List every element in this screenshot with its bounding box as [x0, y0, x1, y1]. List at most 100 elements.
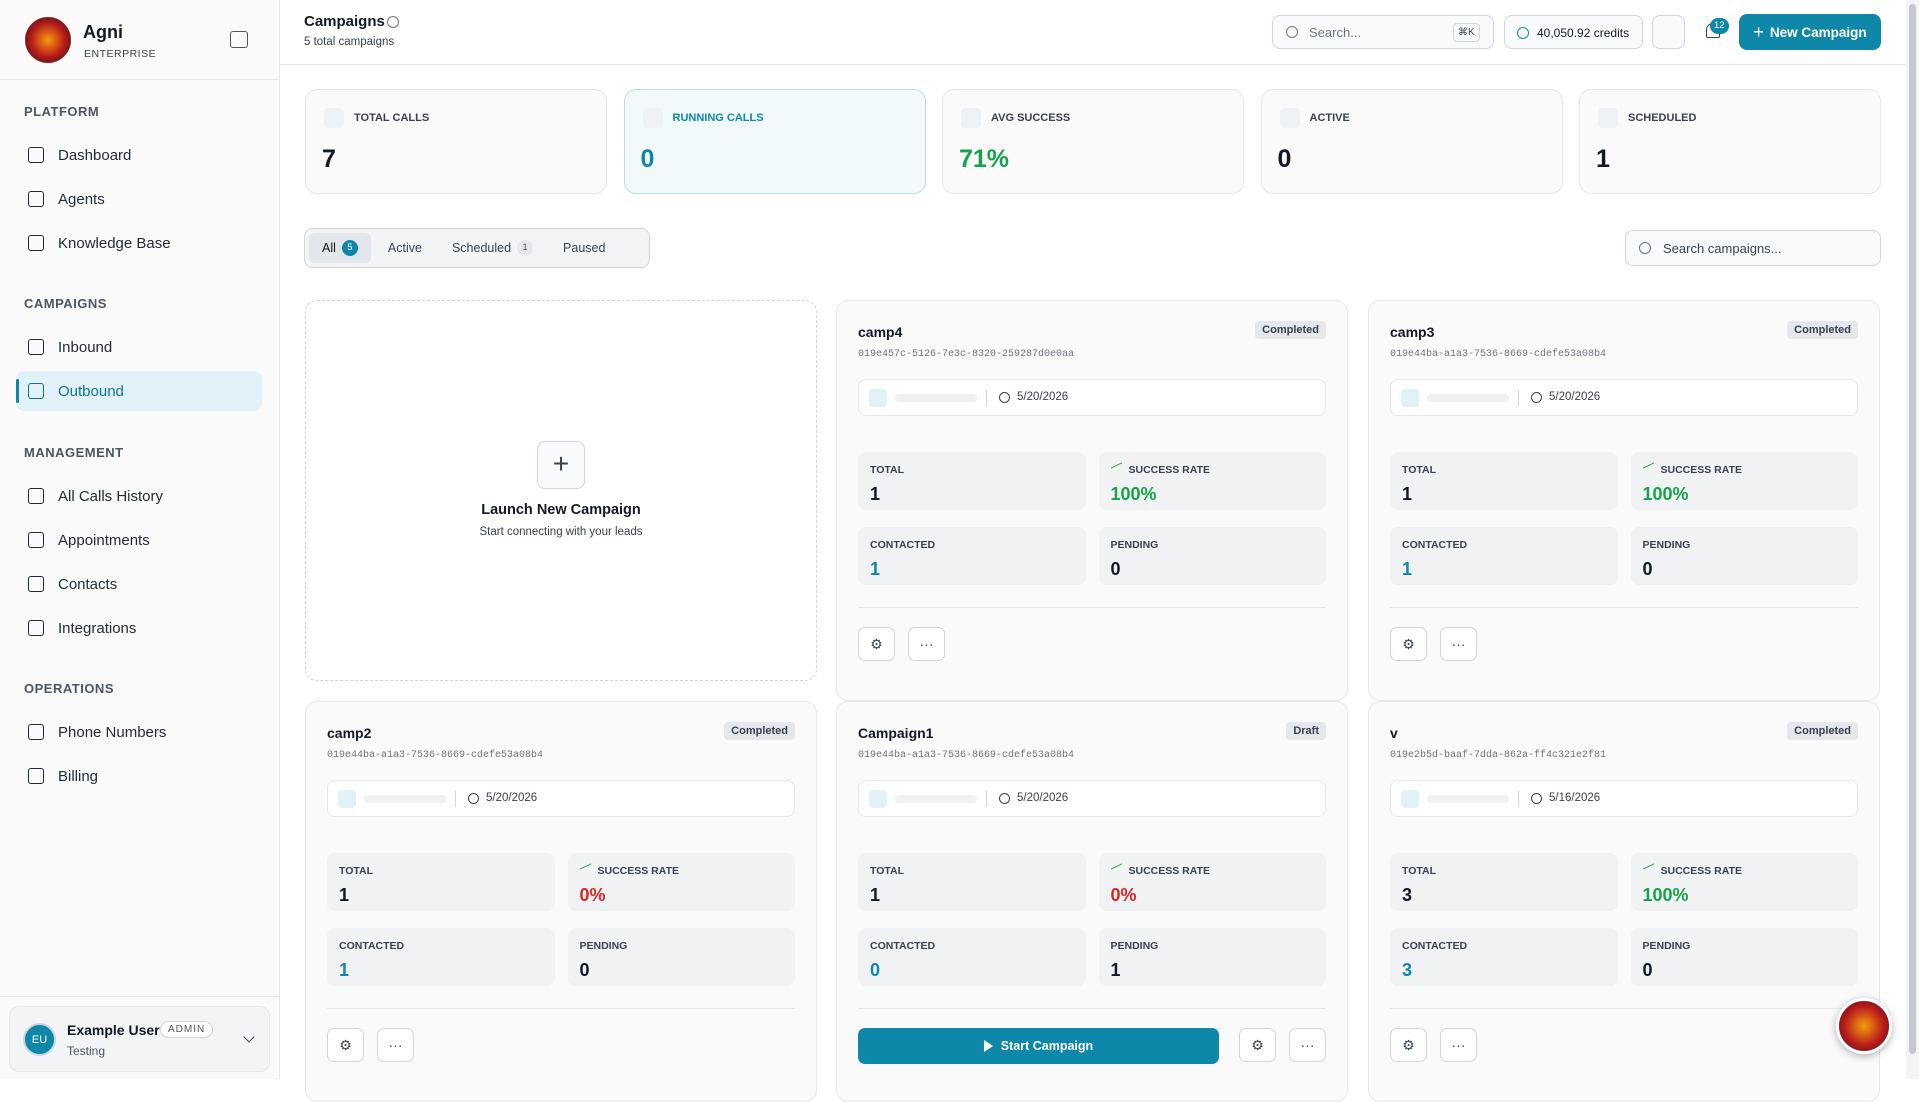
- more-button[interactable]: ···: [377, 1028, 414, 1062]
- credits[interactable]: 40,050.92 credits: [1504, 15, 1643, 49]
- metric-value: 0: [1642, 960, 1653, 980]
- tab[interactable]: Paused: [550, 233, 618, 263]
- nav-item[interactable]: All Calls History: [16, 476, 262, 516]
- start-campaign-button[interactable]: Start Campaign: [858, 1028, 1219, 1064]
- notification-count: 12: [1710, 18, 1729, 34]
- nav-label: All Calls History: [58, 487, 164, 505]
- collapse-button[interactable]: [230, 31, 248, 48]
- sidebar: Agni ENTERPRISE PLATFORM Dashboard Agents Kno…: [0, 0, 280, 1079]
- nav-item[interactable]: Dashboard: [16, 135, 262, 175]
- metric: PENDING 0: [1630, 527, 1858, 585]
- metric: SUCCESS RATE 0%: [1098, 853, 1326, 911]
- info-icon: [387, 16, 399, 28]
- metric-value: 1: [339, 885, 350, 905]
- metric-label: PENDING: [1110, 940, 1159, 952]
- actions: ⚙ ···: [1390, 627, 1858, 661]
- divider: [1390, 1008, 1858, 1009]
- stat-card: SCHEDULED 1: [1579, 89, 1881, 194]
- campaign-name: v: [1390, 725, 1398, 741]
- campaign-card: camp2 Completed 019e44ba-a1a3-7536-8669-cd…: [305, 701, 817, 1102]
- tab[interactable]: Active: [375, 233, 435, 263]
- brand-plan: ENTERPRISE: [84, 48, 157, 60]
- metric: TOTAL 1: [858, 452, 1086, 510]
- metric-label: TOTAL: [1402, 865, 1437, 877]
- phone-number-redacted: [895, 394, 977, 402]
- nav-label: Agents: [58, 190, 105, 208]
- separator: [986, 791, 987, 807]
- nav-label: Contacts: [58, 575, 118, 593]
- more-button[interactable]: ···: [1289, 1028, 1326, 1062]
- more-button[interactable]: ···: [908, 627, 945, 661]
- metric-label: SUCCESS RATE: [1660, 865, 1742, 877]
- metric: SUCCESS RATE 100%: [1630, 853, 1858, 911]
- metric-value: 1: [1402, 559, 1413, 579]
- stat-value: 71%: [959, 145, 1010, 173]
- campaign-search[interactable]: Search campaigns...: [1625, 230, 1881, 266]
- user-box[interactable]: EU Example User ADMIN Testing: [9, 1006, 270, 1072]
- nav-item[interactable]: Inbound: [16, 327, 262, 367]
- settings-button[interactable]: ⚙: [1390, 627, 1427, 661]
- credits-text: 40,050.92 credits: [1537, 26, 1630, 40]
- nav-item[interactable]: Knowledge Base: [16, 223, 262, 263]
- nav-item[interactable]: Billing: [16, 756, 262, 796]
- nav-icon: [28, 147, 44, 163]
- campaign-date: 5/20/2026: [486, 792, 538, 804]
- metric-value: 0: [579, 960, 590, 980]
- metrics: TOTAL 1 SUCCESS RATE 0% CONTACTED 1 PENDING 0: [327, 853, 795, 986]
- page-subtitle: 5 total campaigns: [304, 36, 395, 48]
- theme-toggle[interactable]: [1652, 15, 1685, 49]
- new-campaign-button[interactable]: + New Campaign: [1739, 14, 1881, 50]
- metric-label: PENDING: [1642, 539, 1691, 551]
- tab[interactable]: Scheduled 1: [439, 233, 546, 263]
- metric: PENDING 0: [1098, 527, 1326, 585]
- user-role: ADMIN: [160, 1021, 214, 1038]
- search-icon: [1286, 26, 1298, 38]
- stat-label: TOTAL CALLS: [354, 112, 430, 124]
- tab-label: Scheduled: [451, 241, 512, 255]
- metric-value: 1: [870, 484, 881, 504]
- nav-item[interactable]: Outbound: [16, 371, 262, 411]
- settings-button[interactable]: ⚙: [1390, 1028, 1427, 1062]
- campaign-card: v Completed 019e2b5d-baaf-7dda-862a-ff4c32…: [1368, 701, 1880, 1102]
- phone-row: 5/20/2026: [858, 379, 1326, 416]
- metric: PENDING 0: [567, 928, 795, 986]
- campaign-date: 5/20/2026: [1017, 391, 1069, 403]
- nav-item[interactable]: Integrations: [16, 608, 262, 648]
- metric-value: 100%: [1110, 484, 1157, 504]
- more-button[interactable]: ···: [1440, 627, 1477, 661]
- campaign-id: 019e44ba-a1a3-7536-8669-cdefe53a08b4: [327, 750, 544, 761]
- stat-value: 0: [640, 145, 655, 173]
- campaign-card: camp3 Completed 019e44ba-a1a3-7536-8669-cd…: [1368, 300, 1880, 701]
- tab-count: 1: [517, 240, 534, 256]
- phone-icon: [1401, 790, 1419, 808]
- campaign-id: 019e2b5d-baaf-7dda-862a-ff4c321e2f81: [1390, 750, 1607, 761]
- settings-button[interactable]: ⚙: [858, 627, 895, 661]
- campaign-status: Completed: [1787, 722, 1858, 740]
- campaign-card: camp4 Completed 019e457c-5126-7e3c-8320-25…: [836, 300, 1348, 701]
- metric: CONTACTED 3: [1390, 928, 1618, 986]
- metric: SUCCESS RATE 0%: [567, 853, 795, 911]
- plus-box: +: [537, 441, 585, 489]
- nav-item[interactable]: Contacts: [16, 564, 262, 604]
- settings-button[interactable]: ⚙: [1239, 1028, 1276, 1062]
- global-search[interactable]: Search... ⌘K: [1272, 15, 1494, 49]
- divider: [858, 1008, 1326, 1009]
- settings-button[interactable]: ⚙: [327, 1028, 364, 1062]
- stat-card: RUNNING CALLS 0: [623, 89, 926, 194]
- page-title: Campaigns: [304, 13, 385, 30]
- separator: [1518, 791, 1519, 807]
- nav-item[interactable]: Agents: [16, 179, 262, 219]
- phone-number-redacted: [1427, 795, 1509, 803]
- tab[interactable]: All 5: [309, 233, 371, 263]
- metric: PENDING 1: [1098, 928, 1326, 986]
- metric-value: 1: [1110, 960, 1121, 980]
- nav-item[interactable]: Appointments: [16, 520, 262, 560]
- search-placeholder: Search...: [1309, 25, 1362, 40]
- brand-name: Agni: [83, 22, 123, 42]
- section-title: OPERATIONS: [24, 681, 114, 696]
- more-button[interactable]: ···: [1440, 1028, 1477, 1062]
- floating-assistant[interactable]: [1836, 998, 1892, 1054]
- launch-card[interactable]: + Launch New Campaign Start connecting wit…: [305, 300, 817, 681]
- tabs: All 5 Active Scheduled 1 Paused: [304, 228, 650, 268]
- nav-item[interactable]: Phone Numbers: [16, 712, 262, 752]
